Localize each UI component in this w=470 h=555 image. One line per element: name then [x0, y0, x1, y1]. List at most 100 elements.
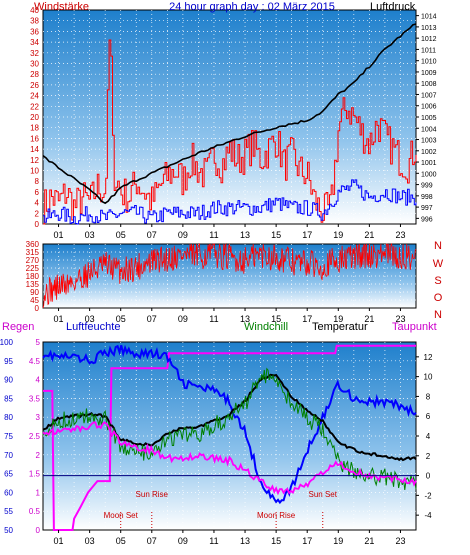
x-tick-label: 21 — [364, 230, 374, 240]
x-tick-label: 15 — [271, 314, 281, 324]
pressure-tick-label: 1002 — [421, 149, 437, 156]
direction-tick-label: 315 — [26, 248, 40, 257]
humidity-axis-title: Luftfeuchte — [66, 321, 120, 333]
pressure-tick-label: 1000 — [421, 171, 437, 178]
x-tick-label: 05 — [116, 314, 126, 324]
x-tick-label: 21 — [364, 314, 374, 324]
direction-tick-label: 225 — [26, 264, 40, 273]
x-tick-label: 03 — [85, 230, 95, 240]
temperature-legend: Temperatur — [312, 321, 368, 333]
wind-gust-line — [43, 39, 417, 225]
chart-title: 24 hour graph day : 02 März 2015 — [169, 1, 335, 13]
rain-tick-label: 1.5 — [29, 470, 41, 479]
wind-tick-label: 28 — [30, 70, 39, 79]
rain-tick-label: 3.5 — [29, 394, 41, 403]
x-tick-label: 01 — [54, 230, 64, 240]
wind-tick-label: 20 — [30, 113, 39, 122]
pressure-tick-label: 996 — [421, 216, 433, 223]
wind-tick-label: 14 — [30, 145, 39, 154]
wind-tick-label: 0 — [35, 220, 40, 229]
wind-tick-label: 32 — [30, 49, 39, 58]
wind-tick-label: 12 — [30, 156, 39, 165]
x-tick-label: 01 — [54, 536, 64, 546]
pressure-tick-label: 1014 — [421, 14, 437, 21]
humidity-tick-label: 80 — [4, 413, 13, 422]
temperature-tick-label: 6 — [426, 412, 431, 421]
x-tick-label: 13 — [240, 230, 250, 240]
pressure-tick-label: 1009 — [421, 70, 437, 77]
wind-tick-label: 2 — [35, 209, 40, 218]
rain-tick-label: 0.5 — [29, 507, 41, 516]
pressure-tick-label: 998 — [421, 194, 433, 201]
wind-tick-label: 24 — [30, 92, 39, 101]
humidity-tick-label: 65 — [4, 470, 13, 479]
x-tick-label: 19 — [333, 230, 343, 240]
humidity-tick-label: 95 — [4, 357, 13, 366]
event-label: Moon Rise — [257, 511, 296, 520]
temperature-line — [42, 373, 417, 462]
panel2-grid — [43, 244, 416, 308]
pressure-tick-label: 1003 — [421, 138, 437, 145]
rain-tick-label: 4.5 — [29, 357, 41, 366]
rain-tick-label: 2 — [36, 451, 41, 460]
x-tick-label: 09 — [178, 314, 188, 324]
direction-tick-label: 135 — [26, 280, 40, 289]
pressure-tick-label: 1012 — [421, 36, 437, 43]
compass-label: N — [434, 240, 442, 252]
humidity-tick-label: 75 — [4, 432, 13, 441]
pressure-tick-label: 1006 — [421, 104, 437, 111]
humidity-tick-label: 100 — [0, 338, 14, 347]
pressure-axis-title: Luftdruck — [370, 1, 416, 13]
temperature-tick-label: -2 — [424, 491, 432, 500]
direction-tick-label: 90 — [30, 288, 39, 297]
x-tick-label: 15 — [271, 536, 281, 546]
wind-tick-label: 10 — [30, 167, 39, 176]
humidity-tick-label: 60 — [4, 488, 13, 497]
x-tick-label: 13 — [240, 536, 250, 546]
x-tick-label: 05 — [116, 230, 126, 240]
pressure-tick-label: 1004 — [421, 126, 437, 133]
compass-label: N — [434, 309, 442, 321]
pressure-line — [42, 23, 417, 205]
x-tick-label: 23 — [395, 230, 405, 240]
wind-direction-line — [42, 242, 417, 309]
rain-tick-label: 4 — [36, 376, 41, 385]
panel1-background — [42, 9, 417, 225]
pressure-tick-label: 999 — [421, 183, 433, 190]
temperature-tick-label: 8 — [426, 392, 431, 401]
direction-tick-label: 360 — [26, 240, 40, 249]
windchill-legend: Windchill — [244, 321, 288, 333]
x-tick-label: 11 — [209, 314, 218, 324]
x-tick-label: 13 — [240, 314, 250, 324]
pressure-tick-label: 1005 — [421, 115, 437, 122]
pressure-tick-label: 1013 — [421, 25, 437, 32]
wind-tick-label: 6 — [35, 188, 40, 197]
humidity-tick-label: 90 — [4, 376, 13, 385]
x-tick-label: 05 — [116, 536, 126, 546]
x-tick-label: 07 — [147, 230, 157, 240]
windchill-line — [42, 367, 417, 491]
x-tick-label: 17 — [302, 536, 312, 546]
x-tick-label: 21 — [364, 536, 374, 546]
wind-average-line — [43, 179, 417, 225]
rain-tick-label: 0 — [36, 526, 41, 535]
x-tick-label: 23 — [395, 536, 405, 546]
direction-tick-label: 270 — [26, 256, 40, 265]
temperature-tick-label: 0 — [426, 472, 431, 481]
x-tick-label: 19 — [333, 536, 343, 546]
x-tick-label: 03 — [85, 536, 95, 546]
wind-tick-label: 36 — [30, 27, 39, 36]
humidity-line — [42, 344, 417, 505]
humidity-tick-label: 50 — [4, 526, 13, 535]
x-tick-label: 15 — [271, 230, 281, 240]
dewpoint-legend: Taupunkt — [392, 321, 437, 333]
x-tick-label: 17 — [302, 314, 312, 324]
x-tick-label: 01 — [54, 314, 64, 324]
compass-label: O — [434, 292, 443, 304]
event-label: Sun Set — [309, 490, 338, 499]
rain-tick-label: 5 — [36, 338, 41, 347]
dewpoint-line — [42, 421, 417, 496]
panel3-grid — [43, 342, 416, 530]
